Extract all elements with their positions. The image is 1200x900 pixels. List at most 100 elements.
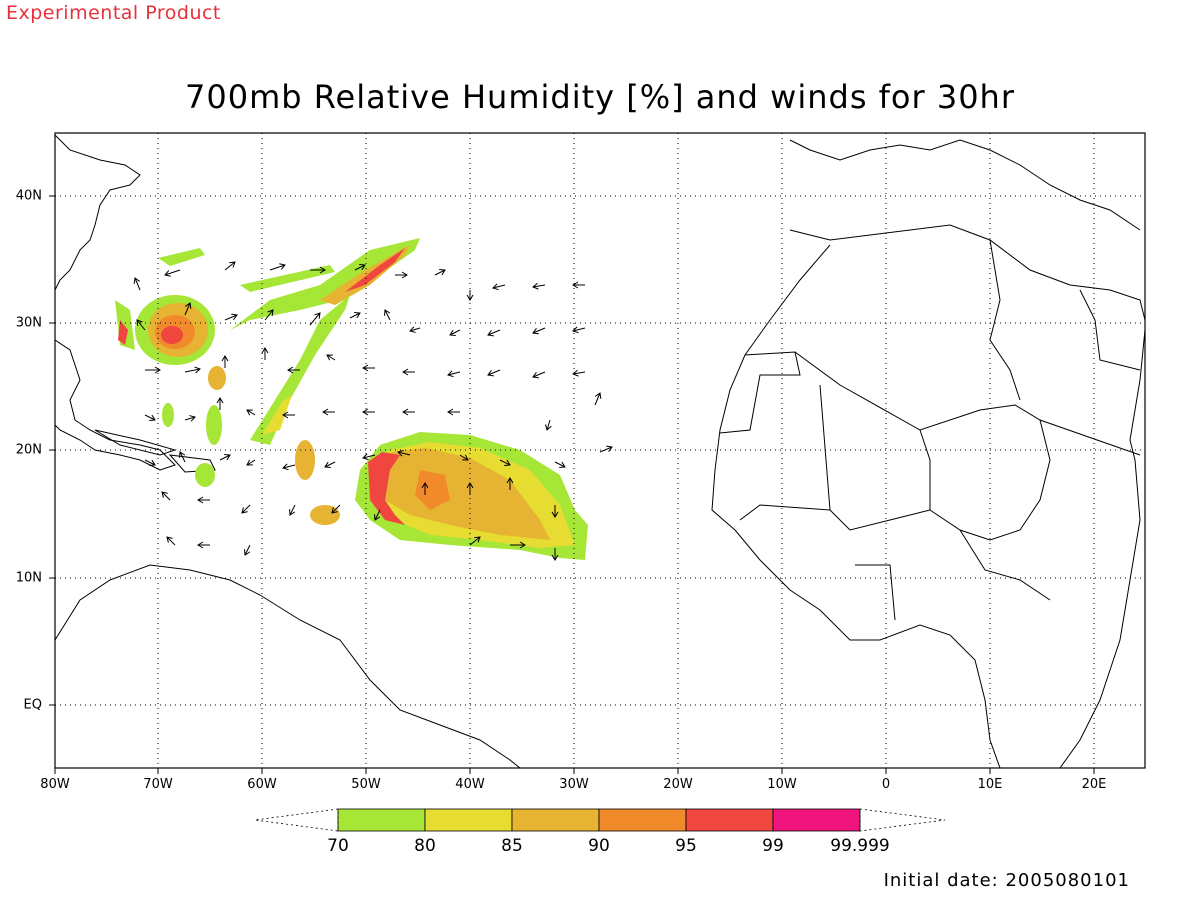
wind-arrow — [551, 548, 559, 561]
lon-label-70w: 70W — [143, 777, 173, 792]
wind-arrow — [384, 309, 391, 321]
wind-vectors — [133, 261, 613, 561]
wind-arrow — [572, 281, 585, 289]
wind-arrow — [374, 509, 381, 521]
wind-arrow — [282, 463, 296, 471]
wind-arrow — [224, 313, 238, 321]
wind-arrow — [261, 347, 269, 360]
wind-arrow — [197, 541, 210, 549]
wind-arrow — [246, 459, 256, 466]
wind-arrow — [216, 397, 224, 410]
wind-arrow — [144, 459, 156, 466]
wind-arrow — [145, 366, 161, 374]
wind-arrow — [269, 263, 286, 271]
wind-arrow — [572, 326, 586, 334]
lat-label-20n: 20N — [15, 442, 42, 458]
colorbar-label-95: 95 — [675, 836, 697, 856]
wind-arrow — [324, 461, 336, 468]
wind-arrow — [459, 454, 469, 461]
tick-marks — [49, 195, 1095, 774]
wind-arrow — [246, 409, 256, 416]
graticule — [55, 133, 1145, 768]
wind-arrow — [532, 282, 546, 290]
wind-arrow — [487, 329, 501, 337]
wind-arrow — [224, 261, 236, 271]
lon-label-20e: 20E — [1081, 777, 1107, 792]
wind-arrow — [349, 312, 361, 319]
wind-arrow — [179, 451, 186, 463]
wind-arrow — [532, 327, 546, 335]
wind-arrow — [594, 392, 602, 406]
wind-arrow — [447, 408, 460, 416]
lon-label-0: 0 — [881, 777, 891, 792]
wind-arrow — [331, 504, 341, 514]
wind-arrow — [572, 369, 586, 377]
wind-arrow — [466, 482, 474, 495]
wind-arrow — [221, 355, 229, 368]
wind-arrow — [545, 419, 552, 431]
lon-label-20w: 20W — [663, 777, 693, 792]
wind-arrow — [354, 264, 366, 271]
wind-arrow — [449, 329, 461, 336]
wind-arrow — [397, 449, 411, 457]
wind-arrow — [499, 459, 511, 466]
wind-arrow — [164, 269, 181, 277]
wind-arrow — [197, 496, 210, 504]
lon-label-80w: 80W — [40, 777, 70, 792]
lon-label-60w: 60W — [247, 777, 277, 792]
initial-date: Initial date: 2005080101 — [883, 870, 1130, 891]
wind-arrow — [289, 504, 296, 516]
lat-label-10n: 10N — [15, 570, 42, 586]
wind-arrow — [402, 368, 415, 376]
wind-arrow — [492, 283, 506, 291]
wind-arrow — [402, 408, 415, 416]
wind-arrow — [282, 411, 295, 419]
wind-arrow — [395, 271, 408, 279]
wind-arrow — [133, 277, 141, 291]
map-title: 700mb Relative Humidity [%] and winds fo… — [185, 78, 1015, 116]
wind-arrow — [362, 408, 375, 416]
coastlines — [55, 134, 1145, 768]
wind-arrow — [144, 414, 156, 421]
lon-label-50w: 50W — [351, 777, 381, 792]
lat-label-40n: 40N — [15, 188, 42, 204]
wind-arrow — [166, 536, 176, 546]
wind-arrow — [184, 366, 201, 374]
wind-arrow — [599, 445, 613, 453]
wind-arrow — [241, 504, 251, 514]
wind-arrow — [532, 371, 546, 379]
wind-arrow — [466, 290, 474, 301]
wind-arrow — [421, 482, 429, 495]
wind-arrow — [136, 319, 146, 331]
lon-label-10e: 10E — [977, 777, 1003, 792]
colorbar-label-90: 90 — [588, 836, 610, 856]
wind-arrow — [551, 505, 559, 518]
wind-arrow — [287, 366, 300, 374]
wind-arrow — [434, 269, 446, 276]
wind-arrow — [409, 326, 421, 333]
colorbar-label-99999: 99.999 — [830, 836, 890, 856]
wind-arrow — [326, 354, 336, 361]
experimental-product-label: Experimental Product — [6, 2, 221, 24]
lon-label-30w: 30W — [559, 777, 589, 792]
colorbar-label-80: 80 — [414, 836, 436, 856]
wind-arrow — [244, 544, 251, 556]
humidity-field — [115, 238, 588, 560]
wind-arrow — [219, 454, 231, 461]
wind-arrow — [309, 312, 321, 326]
wind-arrow — [161, 491, 171, 501]
wind-arrow — [510, 541, 526, 549]
colorbar-label-99: 99 — [762, 836, 784, 856]
wind-arrow — [184, 415, 196, 422]
wind-arrow — [506, 477, 514, 490]
wind-arrow — [264, 309, 274, 321]
wind-arrow — [487, 369, 501, 377]
lon-label-40w: 40W — [455, 777, 485, 792]
wind-arrow — [310, 266, 326, 274]
lat-label-eq: EQ — [23, 697, 42, 713]
wind-arrow — [184, 302, 192, 316]
wind-arrow — [322, 408, 335, 416]
wind-arrow — [362, 364, 375, 372]
wind-arrow — [469, 536, 481, 546]
